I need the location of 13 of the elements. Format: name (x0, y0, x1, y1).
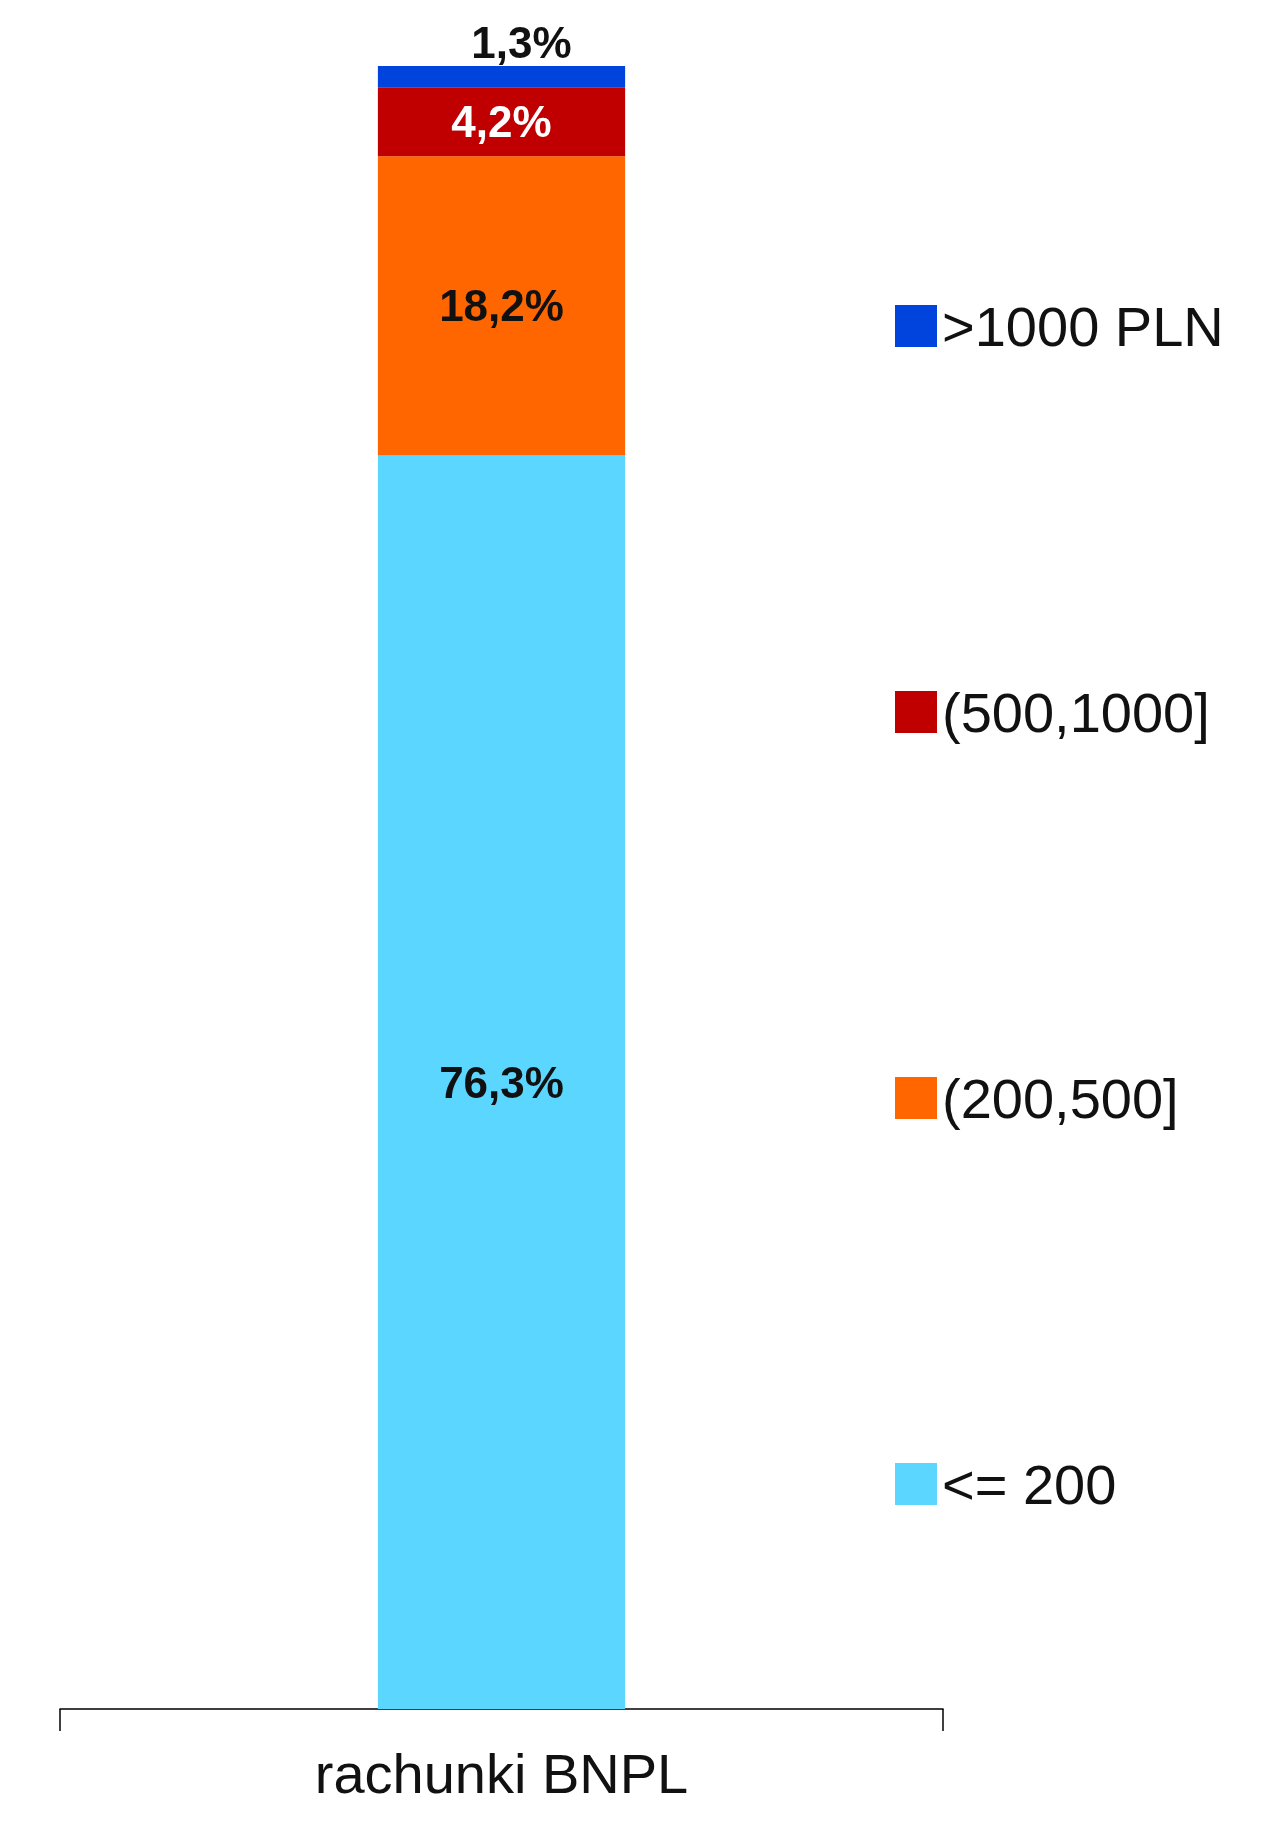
data-label: 4,2% (451, 97, 552, 147)
x-tick-label: rachunki BNPL (314, 1741, 689, 1805)
bar (377, 156, 626, 456)
legend-label: <= 200 (942, 1452, 1117, 1516)
data-label: 1,3% (471, 17, 572, 67)
bar (377, 87, 626, 157)
data-label: 18,2% (439, 281, 564, 331)
legend-label: (200,500] (942, 1066, 1179, 1130)
legend-label: >1000 PLN (942, 294, 1224, 358)
bar (377, 455, 626, 1709)
bar (377, 66, 626, 88)
data-label: 76,3% (439, 1057, 564, 1107)
legend-label: (500,1000] (942, 680, 1210, 744)
